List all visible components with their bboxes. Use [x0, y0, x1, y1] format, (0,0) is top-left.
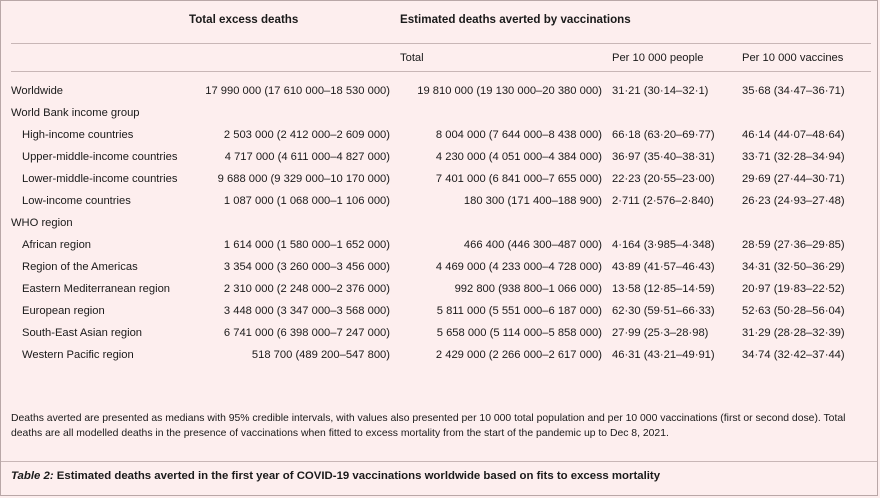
subheader-blank-2	[189, 43, 400, 72]
row-label: European region	[22, 305, 105, 317]
row-label: Worldwide	[11, 85, 64, 97]
cell-per-people: 22·23 (20·55–23·00)	[612, 173, 715, 185]
cell-per-vaccines: 33·71 (32·28–34·94)	[742, 151, 845, 163]
cell-per-vaccines: 28·59 (27·36–29·85)	[742, 239, 845, 251]
cell-excess: 9 688 000 (9 329 000–10 170 000)	[217, 173, 390, 185]
header-total-excess: Total excess deaths	[189, 13, 299, 26]
header-blank	[11, 1, 189, 44]
table-row: South-East Asian region 6 741 000 (6 398…	[11, 322, 871, 344]
cell-excess: 6 741 000 (6 398 000–7 247 000)	[223, 327, 390, 339]
cell-excess: 4 717 000 (4 611 000–4 827 000)	[224, 151, 390, 163]
cell-total: 4 469 000 (4 233 000–4 728 000)	[435, 261, 602, 273]
cell-excess: 3 354 000 (3 260 000–3 456 000)	[223, 261, 390, 273]
cell-excess: 17 990 000 (17 610 000–18 530 000)	[205, 85, 390, 97]
cell-per-people: 66·18 (63·20–69·77)	[612, 129, 715, 141]
cell-total: 7 401 000 (6 841 000–7 655 000)	[435, 173, 602, 185]
subheader-per-vaccines: Per 10 000 vaccines	[742, 43, 872, 72]
row-label: African region	[22, 239, 92, 251]
cell-total: 4 230 000 (4 051 000–4 384 000)	[435, 151, 602, 163]
cell-per-vaccines: 26·23 (24·93–27·48)	[742, 195, 845, 207]
data-table: Total excess deaths Estimated deaths ave…	[11, 1, 872, 366]
row-label: Upper-middle-income countries	[22, 151, 178, 163]
cell-per-people: 31·21 (30·14–32·1)	[612, 85, 709, 97]
row-label: Lower-middle-income countries	[22, 173, 178, 185]
caption-text: Estimated deaths averted in the first ye…	[53, 470, 661, 482]
table-row: High-income countries 2 503 000 (2 412 0…	[11, 124, 871, 146]
section-label: World Bank income group	[11, 107, 140, 119]
row-label: Region of the Americas	[22, 261, 138, 273]
cell-per-people: 36·97 (35·40–38·31)	[612, 151, 715, 163]
subheader-per-people: Per 10 000 people	[612, 43, 742, 72]
cell-excess: 1 087 000 (1 068 000–1 106 000)	[223, 195, 390, 207]
cell-total: 5 811 000 (5 551 000–6 187 000)	[436, 305, 602, 317]
row-label: South-East Asian region	[22, 327, 143, 339]
subheader-blank	[11, 43, 189, 72]
cell-total: 19 810 000 (19 130 000–20 380 000)	[417, 85, 602, 97]
cell-per-people: 46·31 (43·21–49·91)	[612, 349, 715, 361]
table-row: African region 1 614 000 (1 580 000–1 65…	[11, 234, 871, 256]
table-footnote: Deaths averted are presented as medians …	[11, 413, 846, 439]
section-row: World Bank income group	[11, 102, 871, 124]
row-label: High-income countries	[22, 129, 134, 141]
cell-total: 180 300 (171 400–188 900)	[463, 195, 602, 207]
table-caption: Table 2: Estimated deaths averted in the…	[1, 461, 877, 482]
cell-per-people: 2·711 (2·576–2·840)	[612, 195, 714, 207]
caption-label: Table 2:	[11, 470, 54, 482]
cell-excess: 2 310 000 (2 248 000–2 376 000)	[223, 283, 390, 295]
section-row: WHO region	[11, 212, 871, 234]
cell-total: 5 658 000 (5 114 000–5 858 000)	[436, 327, 602, 339]
cell-per-people: 62·30 (59·51–66·33)	[612, 305, 715, 317]
cell-per-people: 13·58 (12·85–14·59)	[612, 283, 715, 295]
table-row: Western Pacific region 518 700 (489 200–…	[11, 344, 871, 366]
cell-per-vaccines: 31·29 (28·28–32·39)	[742, 327, 845, 339]
cell-per-vaccines: 29·69 (27·44–30·71)	[742, 173, 845, 185]
cell-total: 992 800 (938 800–1 066 000)	[454, 283, 602, 295]
section-label: WHO region	[11, 217, 73, 229]
cell-excess: 518 700 (489 200–547 800)	[251, 349, 390, 361]
cell-per-people: 27·99 (25·3–28·98)	[612, 327, 709, 339]
table-row: Low-income countries 1 087 000 (1 068 00…	[11, 190, 871, 212]
row-label: Low-income countries	[22, 195, 131, 207]
row-label: Eastern Mediterranean region	[22, 283, 171, 295]
table-row: Eastern Mediterranean region 2 310 000 (…	[11, 278, 871, 300]
cell-per-vaccines: 52·63 (50·28–56·04)	[742, 305, 845, 317]
subheader-total: Total	[400, 43, 612, 72]
table-row: Region of the Americas 3 354 000 (3 260 …	[11, 256, 871, 278]
table-row: European region 3 448 000 (3 347 000–3 5…	[11, 300, 871, 322]
cell-excess: 1 614 000 (1 580 000–1 652 000)	[223, 239, 390, 251]
cell-total: 2 429 000 (2 266 000–2 617 000)	[435, 349, 602, 361]
cell-per-vaccines: 35·68 (34·47–36·71)	[742, 85, 845, 97]
cell-per-vaccines: 34·74 (32·42–37·44)	[742, 349, 845, 361]
table-row: Worldwide 17 990 000 (17 610 000–18 530 …	[11, 80, 871, 102]
table-row: Lower-middle-income countries 9 688 000 …	[11, 168, 871, 190]
cell-total: 8 004 000 (7 644 000–8 438 000)	[435, 129, 602, 141]
table-row: Upper-middle-income countries 4 717 000 …	[11, 146, 871, 168]
cell-excess: 3 448 000 (3 347 000–3 568 000)	[223, 305, 390, 317]
cell-per-people: 4·164 (3·985–4·348)	[612, 239, 715, 251]
cell-total: 466 400 (446 300–487 000)	[463, 239, 602, 251]
header-estimated-averted: Estimated deaths averted by vaccinations	[400, 13, 631, 26]
cell-excess: 2 503 000 (2 412 000–2 609 000)	[223, 129, 390, 141]
cell-per-vaccines: 46·14 (44·07–48·64)	[742, 129, 845, 141]
row-label: Western Pacific region	[22, 349, 134, 361]
cell-per-people: 43·89 (41·57–46·43)	[612, 261, 715, 273]
cell-per-vaccines: 20·97 (19·83–22·52)	[742, 283, 845, 295]
cell-per-vaccines: 34·31 (32·50–36·29)	[742, 261, 845, 273]
